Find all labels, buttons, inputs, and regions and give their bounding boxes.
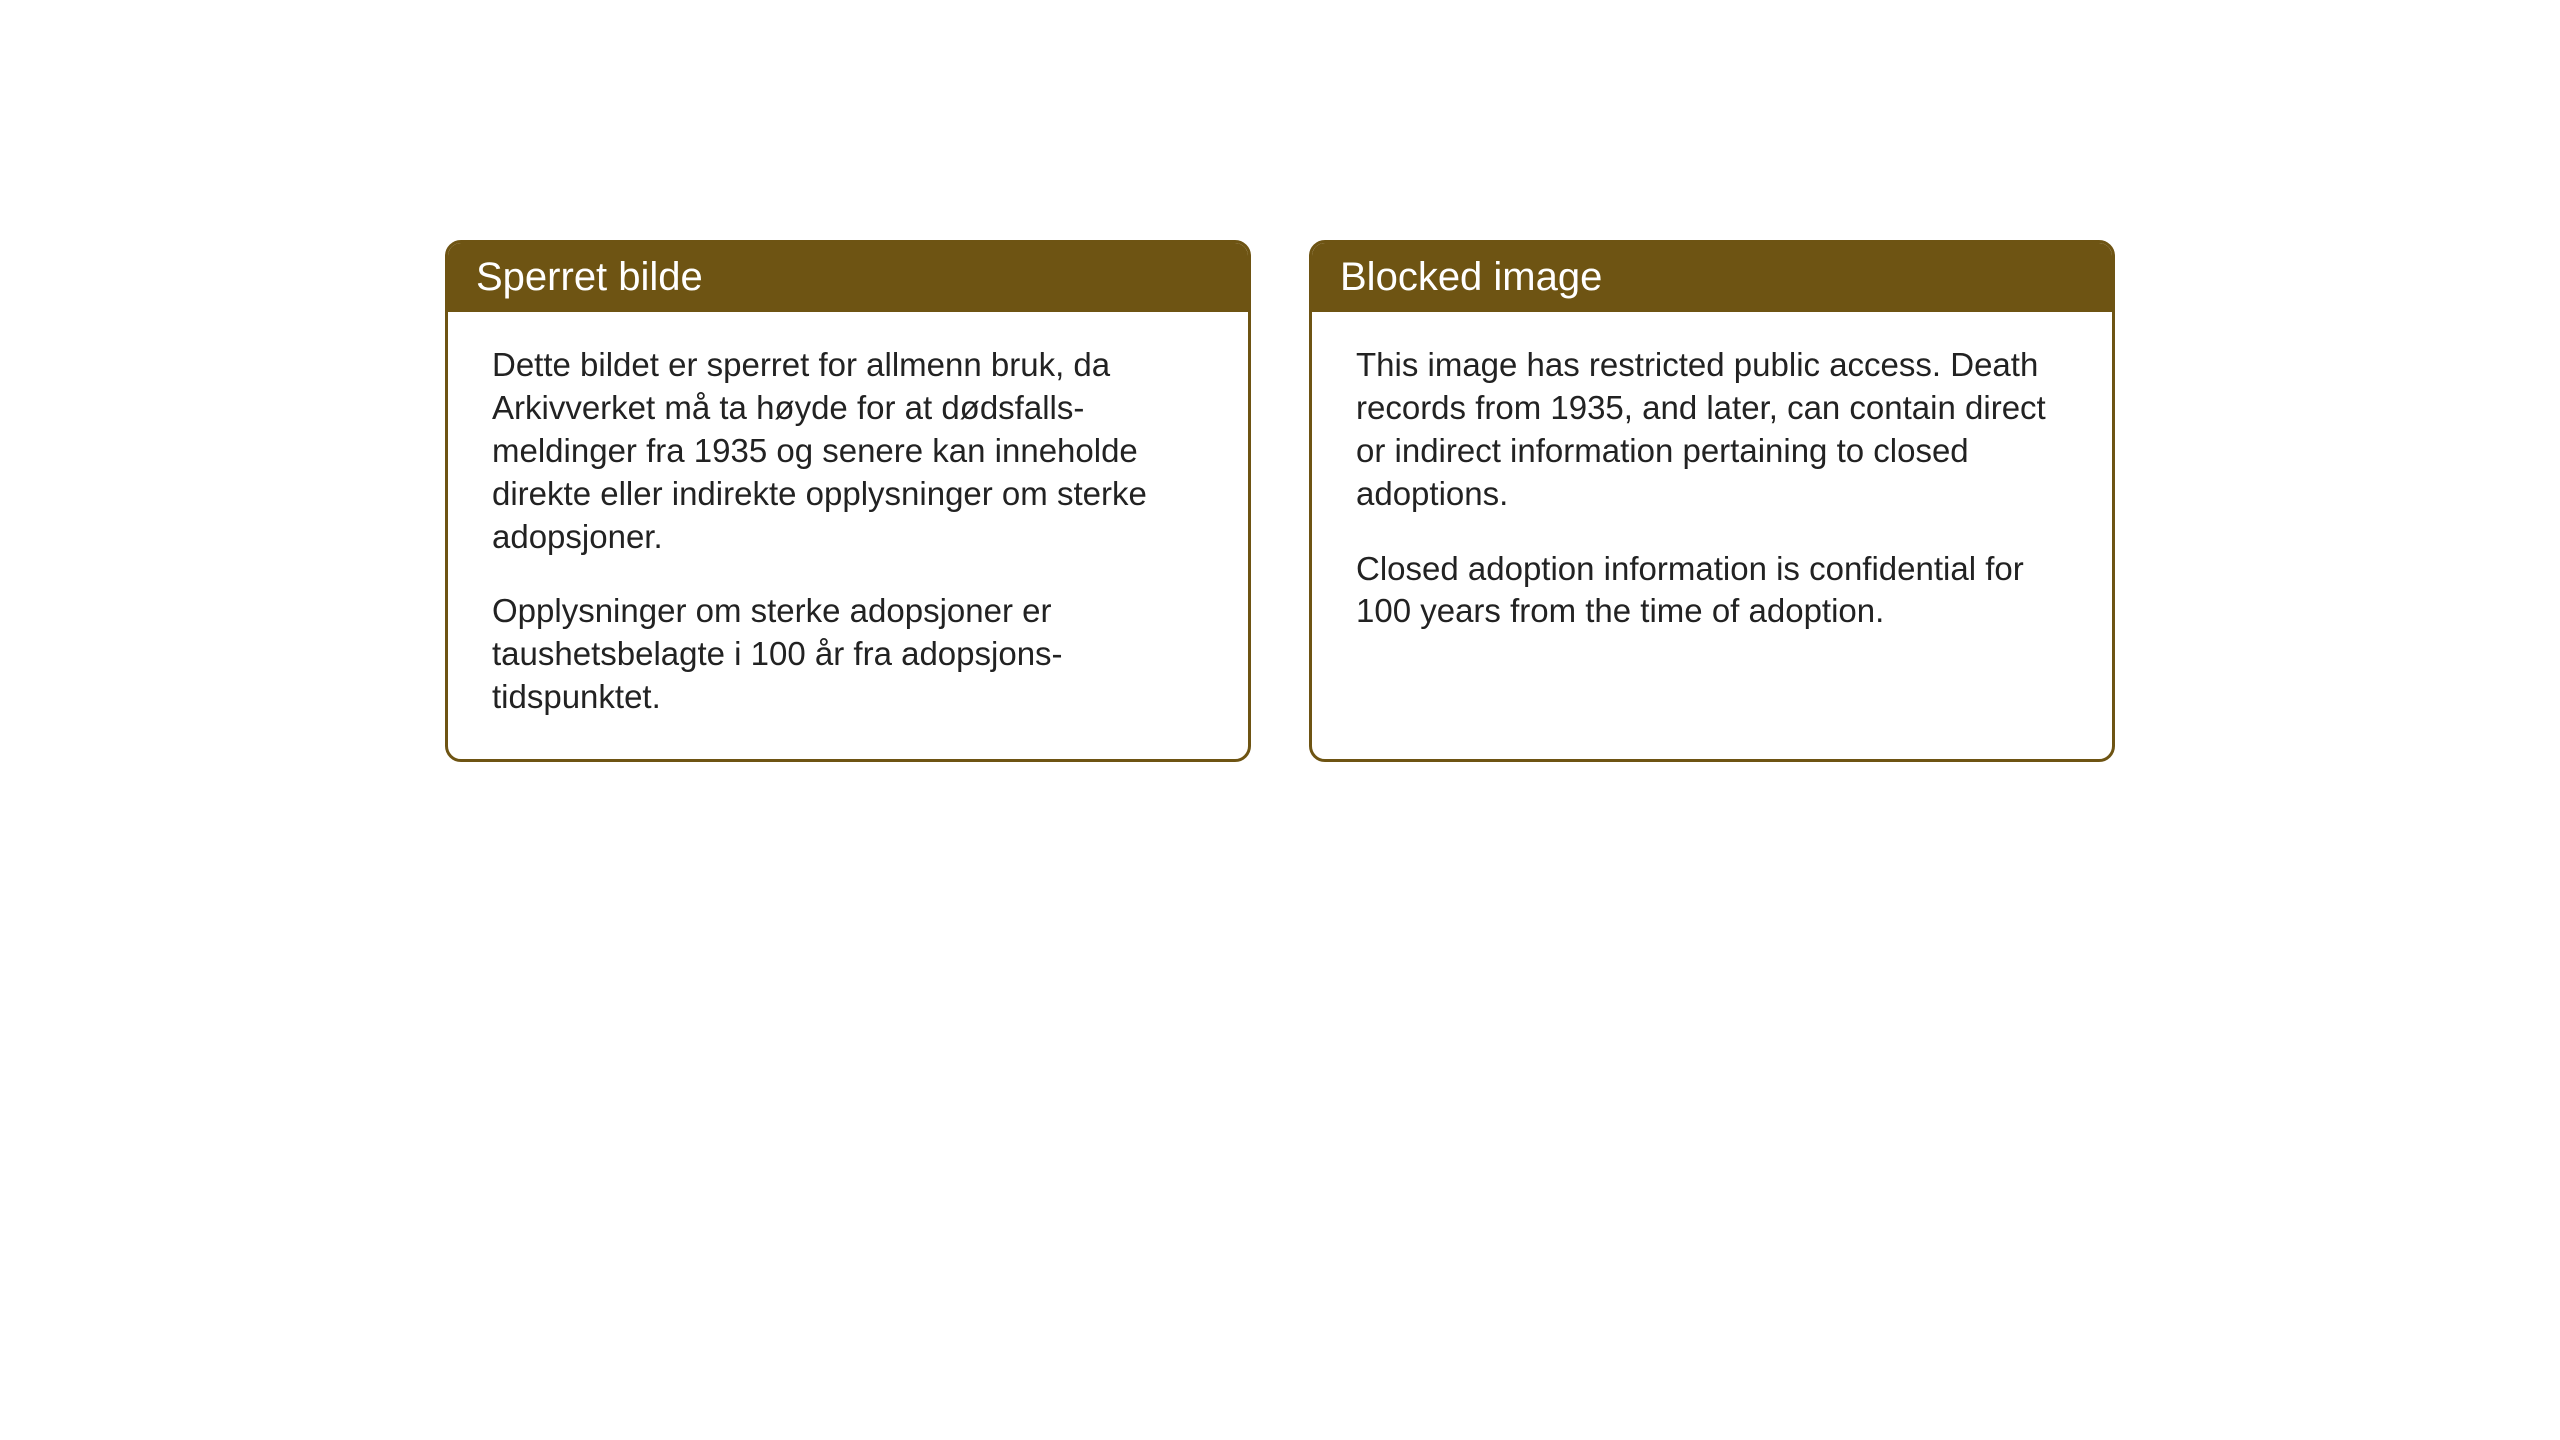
card-paragraph-2-norwegian: Opplysninger om sterke adopsjoner er tau… bbox=[492, 590, 1204, 719]
card-paragraph-1-english: This image has restricted public access.… bbox=[1356, 344, 2068, 516]
blocked-image-card-norwegian: Sperret bilde Dette bildet er sperret fo… bbox=[445, 240, 1251, 762]
card-title-english: Blocked image bbox=[1340, 255, 2084, 300]
card-title-norwegian: Sperret bilde bbox=[476, 255, 1220, 300]
card-body-norwegian: Dette bildet er sperret for allmenn bruk… bbox=[448, 312, 1248, 759]
card-header-english: Blocked image bbox=[1312, 243, 2112, 312]
blocked-image-card-english: Blocked image This image has restricted … bbox=[1309, 240, 2115, 762]
card-paragraph-2-english: Closed adoption information is confident… bbox=[1356, 548, 2068, 634]
card-body-english: This image has restricted public access.… bbox=[1312, 312, 2112, 692]
card-header-norwegian: Sperret bilde bbox=[448, 243, 1248, 312]
cards-container: Sperret bilde Dette bildet er sperret fo… bbox=[445, 240, 2115, 762]
card-paragraph-1-norwegian: Dette bildet er sperret for allmenn bruk… bbox=[492, 344, 1204, 558]
